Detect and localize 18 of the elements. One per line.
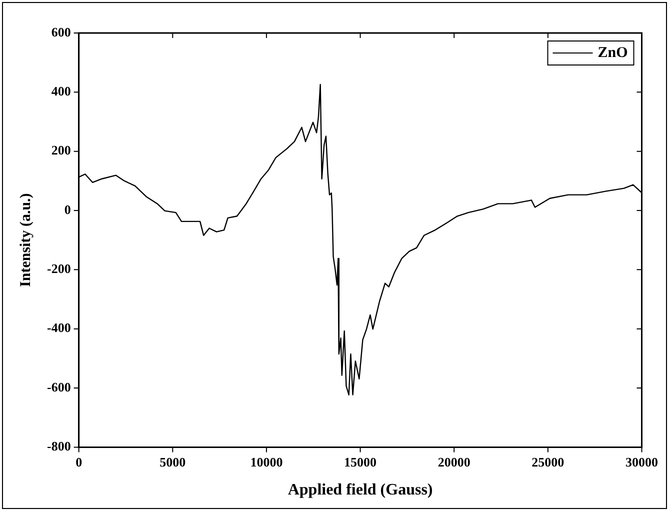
x-tick-label: 20000 [438,454,470,470]
y-tick-label: 0 [64,202,71,217]
y-tick-label: -600 [46,379,71,394]
y-tick-label: -200 [46,261,71,276]
y-tick-label: -800 [46,438,71,454]
x-tick-label: 10000 [250,454,283,470]
x-tick-label: 25000 [532,454,564,470]
x-tick-label: 5000 [160,454,186,470]
y-axis-title: Intensity (a.u.) [18,193,34,287]
y-tick-label: 400 [51,84,71,99]
y-tick-label: 200 [51,142,71,158]
y-tick-label: 600 [51,24,71,40]
x-axis-title: Applied field (Gauss) [288,482,433,499]
x-tick-label: 30000 [626,454,658,470]
y-tick-label: -400 [46,320,71,336]
legend-label: ZnO [598,44,628,61]
x-tick-label: 15000 [344,454,377,470]
x-tick-label: 0 [76,454,82,470]
